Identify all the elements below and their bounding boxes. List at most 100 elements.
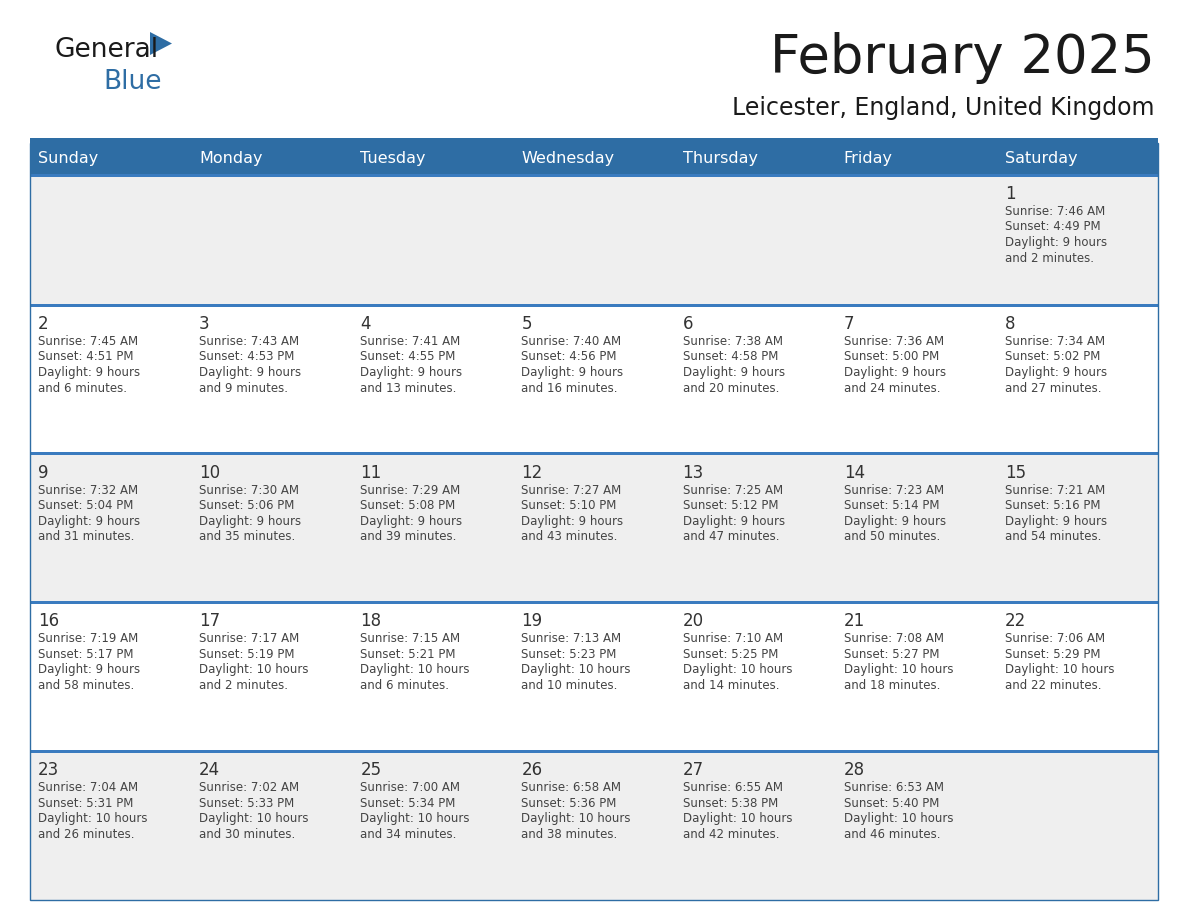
Text: 25: 25 xyxy=(360,761,381,779)
Text: Daylight: 10 hours: Daylight: 10 hours xyxy=(360,664,469,677)
Text: Sunset: 5:02 PM: Sunset: 5:02 PM xyxy=(1005,351,1100,364)
Bar xyxy=(30,602,1158,751)
Text: Sunset: 5:21 PM: Sunset: 5:21 PM xyxy=(360,648,456,661)
Text: and 10 minutes.: and 10 minutes. xyxy=(522,679,618,692)
Text: 23: 23 xyxy=(38,761,59,779)
Text: Daylight: 10 hours: Daylight: 10 hours xyxy=(683,664,792,677)
Text: Sunrise: 7:25 AM: Sunrise: 7:25 AM xyxy=(683,484,783,497)
Text: 28: 28 xyxy=(843,761,865,779)
Text: Daylight: 9 hours: Daylight: 9 hours xyxy=(360,515,462,528)
Text: Sunday: Sunday xyxy=(38,151,99,166)
Text: Sunset: 5:06 PM: Sunset: 5:06 PM xyxy=(200,499,295,512)
Text: Sunrise: 7:15 AM: Sunrise: 7:15 AM xyxy=(360,633,461,645)
Text: Sunrise: 7:13 AM: Sunrise: 7:13 AM xyxy=(522,633,621,645)
Text: Daylight: 10 hours: Daylight: 10 hours xyxy=(200,664,309,677)
Text: and 43 minutes.: and 43 minutes. xyxy=(522,531,618,543)
Bar xyxy=(30,453,1158,455)
Text: Sunset: 5:29 PM: Sunset: 5:29 PM xyxy=(1005,648,1100,661)
Text: Sunrise: 7:04 AM: Sunrise: 7:04 AM xyxy=(38,781,138,794)
Text: Daylight: 9 hours: Daylight: 9 hours xyxy=(1005,236,1107,249)
Text: Sunrise: 7:41 AM: Sunrise: 7:41 AM xyxy=(360,335,461,348)
Text: 16: 16 xyxy=(38,612,59,631)
Text: Sunrise: 7:23 AM: Sunrise: 7:23 AM xyxy=(843,484,943,497)
Text: Daylight: 9 hours: Daylight: 9 hours xyxy=(843,515,946,528)
Text: Sunset: 4:51 PM: Sunset: 4:51 PM xyxy=(38,351,133,364)
Text: Sunrise: 7:29 AM: Sunrise: 7:29 AM xyxy=(360,484,461,497)
Text: Sunset: 5:17 PM: Sunset: 5:17 PM xyxy=(38,648,133,661)
Text: Sunrise: 7:17 AM: Sunrise: 7:17 AM xyxy=(200,633,299,645)
Bar xyxy=(30,138,1158,143)
Text: and 54 minutes.: and 54 minutes. xyxy=(1005,531,1101,543)
Text: 24: 24 xyxy=(200,761,220,779)
Text: 1: 1 xyxy=(1005,185,1016,203)
Text: General: General xyxy=(55,37,159,63)
Text: Sunrise: 7:34 AM: Sunrise: 7:34 AM xyxy=(1005,335,1105,348)
Text: and 47 minutes.: and 47 minutes. xyxy=(683,531,779,543)
Text: Daylight: 9 hours: Daylight: 9 hours xyxy=(522,515,624,528)
Text: Daylight: 9 hours: Daylight: 9 hours xyxy=(1005,515,1107,528)
Text: and 26 minutes.: and 26 minutes. xyxy=(38,828,134,841)
Text: Sunrise: 7:08 AM: Sunrise: 7:08 AM xyxy=(843,633,943,645)
Text: and 34 minutes.: and 34 minutes. xyxy=(360,828,456,841)
Text: Tuesday: Tuesday xyxy=(360,151,425,166)
Text: Sunset: 5:36 PM: Sunset: 5:36 PM xyxy=(522,797,617,810)
Text: Sunset: 5:10 PM: Sunset: 5:10 PM xyxy=(522,499,617,512)
Text: 4: 4 xyxy=(360,315,371,333)
Bar xyxy=(30,175,1158,305)
Text: Sunrise: 7:10 AM: Sunrise: 7:10 AM xyxy=(683,633,783,645)
Text: Sunrise: 6:55 AM: Sunrise: 6:55 AM xyxy=(683,781,783,794)
Text: Daylight: 10 hours: Daylight: 10 hours xyxy=(38,812,147,825)
Text: Sunset: 5:34 PM: Sunset: 5:34 PM xyxy=(360,797,456,810)
Text: 3: 3 xyxy=(200,315,210,333)
Text: and 50 minutes.: and 50 minutes. xyxy=(843,531,940,543)
Text: Sunset: 5:27 PM: Sunset: 5:27 PM xyxy=(843,648,940,661)
Text: Sunrise: 6:53 AM: Sunrise: 6:53 AM xyxy=(843,781,943,794)
Text: Daylight: 9 hours: Daylight: 9 hours xyxy=(360,366,462,379)
Text: Daylight: 10 hours: Daylight: 10 hours xyxy=(1005,664,1114,677)
Text: Sunrise: 7:21 AM: Sunrise: 7:21 AM xyxy=(1005,484,1105,497)
Text: 21: 21 xyxy=(843,612,865,631)
Text: Daylight: 9 hours: Daylight: 9 hours xyxy=(200,515,302,528)
Text: Sunrise: 7:19 AM: Sunrise: 7:19 AM xyxy=(38,633,138,645)
Text: Sunrise: 7:45 AM: Sunrise: 7:45 AM xyxy=(38,335,138,348)
Text: Daylight: 10 hours: Daylight: 10 hours xyxy=(843,812,953,825)
Text: Wednesday: Wednesday xyxy=(522,151,614,166)
Text: 9: 9 xyxy=(38,464,49,482)
Text: Daylight: 9 hours: Daylight: 9 hours xyxy=(38,366,140,379)
Text: and 42 minutes.: and 42 minutes. xyxy=(683,828,779,841)
Text: Sunset: 5:31 PM: Sunset: 5:31 PM xyxy=(38,797,133,810)
Text: Sunset: 4:49 PM: Sunset: 4:49 PM xyxy=(1005,220,1100,233)
Text: and 14 minutes.: and 14 minutes. xyxy=(683,679,779,692)
Bar xyxy=(30,601,1158,604)
Text: Daylight: 10 hours: Daylight: 10 hours xyxy=(683,812,792,825)
Text: 27: 27 xyxy=(683,761,703,779)
Text: Sunset: 5:33 PM: Sunset: 5:33 PM xyxy=(200,797,295,810)
Text: Daylight: 9 hours: Daylight: 9 hours xyxy=(843,366,946,379)
Bar xyxy=(30,174,1158,176)
Text: Blue: Blue xyxy=(103,69,162,95)
Bar xyxy=(30,143,1158,175)
Text: Daylight: 10 hours: Daylight: 10 hours xyxy=(200,812,309,825)
Text: Sunrise: 7:00 AM: Sunrise: 7:00 AM xyxy=(360,781,460,794)
Text: and 6 minutes.: and 6 minutes. xyxy=(360,679,449,692)
Text: Sunset: 4:55 PM: Sunset: 4:55 PM xyxy=(360,351,456,364)
Text: and 35 minutes.: and 35 minutes. xyxy=(200,531,296,543)
Text: 26: 26 xyxy=(522,761,543,779)
Text: Sunrise: 6:58 AM: Sunrise: 6:58 AM xyxy=(522,781,621,794)
Text: Sunset: 5:23 PM: Sunset: 5:23 PM xyxy=(522,648,617,661)
Text: Sunset: 5:19 PM: Sunset: 5:19 PM xyxy=(200,648,295,661)
Text: Thursday: Thursday xyxy=(683,151,758,166)
Text: Saturday: Saturday xyxy=(1005,151,1078,166)
Text: Daylight: 10 hours: Daylight: 10 hours xyxy=(522,812,631,825)
Text: Sunrise: 7:27 AM: Sunrise: 7:27 AM xyxy=(522,484,621,497)
Text: Daylight: 10 hours: Daylight: 10 hours xyxy=(843,664,953,677)
Text: Daylight: 9 hours: Daylight: 9 hours xyxy=(200,366,302,379)
Text: Sunset: 5:08 PM: Sunset: 5:08 PM xyxy=(360,499,455,512)
Text: 12: 12 xyxy=(522,464,543,482)
Text: Sunset: 5:14 PM: Sunset: 5:14 PM xyxy=(843,499,940,512)
Text: and 30 minutes.: and 30 minutes. xyxy=(200,828,296,841)
Text: Sunset: 5:16 PM: Sunset: 5:16 PM xyxy=(1005,499,1100,512)
Text: Sunrise: 7:30 AM: Sunrise: 7:30 AM xyxy=(200,484,299,497)
Text: 8: 8 xyxy=(1005,315,1016,333)
Text: 14: 14 xyxy=(843,464,865,482)
